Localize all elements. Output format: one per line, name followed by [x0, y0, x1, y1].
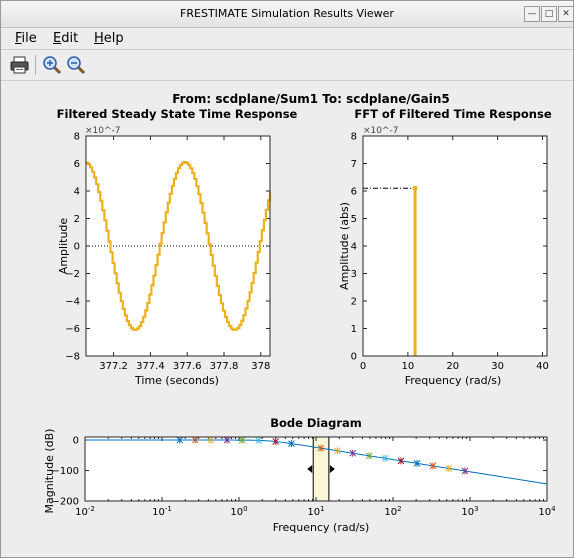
- y-tick-label: −8: [65, 352, 80, 363]
- y-tick-label: 6: [351, 187, 357, 198]
- plot-title: Filtered Steady State Time Response: [57, 107, 298, 121]
- y-tick-label: 0: [74, 242, 80, 253]
- estimate-marker: [413, 459, 421, 467]
- x-tick-label: 378: [251, 361, 270, 372]
- estimate-marker: [255, 436, 263, 444]
- minimize-button[interactable]: —: [524, 6, 540, 22]
- estimate-marker: [381, 454, 389, 462]
- y-tick-label: 4: [74, 187, 80, 198]
- estimate-marker: [176, 436, 184, 444]
- x-tick-label: 377.4: [136, 361, 165, 372]
- y-tick-label: 1: [351, 324, 357, 335]
- menu-file[interactable]: File: [15, 31, 37, 46]
- y-tick-label: −100: [52, 466, 79, 477]
- y-axis-label: Magnitude (dB): [43, 429, 56, 514]
- menu-bar: File Edit Help: [1, 28, 573, 49]
- estimate-marker: [429, 462, 437, 470]
- window-title: FRESTIMATE Simulation Results Viewer: [180, 7, 394, 20]
- x-tick-label: 377.8: [210, 361, 239, 372]
- y-tick-label: 6: [74, 159, 80, 170]
- x-tick-label: 377.6: [173, 361, 202, 372]
- y-tick-label: 2: [74, 214, 80, 225]
- y-tick-label: −4: [65, 297, 80, 308]
- estimate-marker: [223, 436, 231, 444]
- y-tick-label: 2: [351, 297, 357, 308]
- x-tick-label: 10: [402, 361, 415, 372]
- time-response-plot[interactable]: Filtered Steady State Time Response ×10^…: [57, 107, 298, 387]
- y-tick-label: 0: [351, 352, 357, 363]
- fft-stem-head: [412, 185, 418, 191]
- y-tick-label: −6: [65, 324, 80, 335]
- y-tick-label: 0: [73, 436, 79, 447]
- x-axis-label: Frequency (rad/s): [273, 521, 370, 534]
- estimate-marker: [349, 449, 357, 457]
- y-tick-label: −200: [52, 497, 79, 508]
- y-tick-label: 8: [351, 132, 357, 143]
- zoom-out-icon[interactable]: [65, 54, 87, 76]
- estimate-marker: [397, 457, 405, 465]
- zoom-in-icon[interactable]: [41, 54, 63, 76]
- figure-canvas: From: scdplane/Sum1 To: scdplane/Gain5 F…: [1, 81, 573, 551]
- estimate-marker: [334, 447, 341, 455]
- y-axis-label: Amplitude: [57, 218, 70, 275]
- y-tick-label: 3: [351, 269, 357, 280]
- x-tick-label: 0: [360, 361, 366, 372]
- bode-magnitude-curve: [85, 439, 548, 485]
- estimate-marker: [288, 440, 295, 448]
- estimate-marker: [207, 436, 215, 444]
- y-tick-label: 8: [74, 132, 80, 143]
- band-left-arrow-icon[interactable]: [307, 465, 313, 473]
- toolbar-separator: [35, 55, 36, 75]
- estimate-marker: [272, 438, 280, 446]
- toolbar: [1, 49, 573, 81]
- close-button[interactable]: ✕: [558, 6, 574, 22]
- maximize-button[interactable]: □: [541, 6, 557, 22]
- estimate-marker: [365, 452, 373, 460]
- plot-title: Bode Diagram: [270, 416, 362, 430]
- estimate-marker: [445, 464, 453, 472]
- estimate-marker: [191, 436, 199, 444]
- estimate-marker: [461, 467, 469, 475]
- y-tick-label: −2: [65, 269, 80, 280]
- signal-line: [86, 161, 272, 331]
- estimate-marker: [317, 444, 325, 452]
- estimate-marker: [238, 436, 246, 444]
- y-exponent: ×10^-7: [363, 126, 399, 136]
- menu-help[interactable]: Help: [94, 31, 124, 46]
- y-tick-label: 7: [351, 159, 357, 170]
- y-axis-label: Amplitude (abs): [338, 202, 351, 290]
- print-icon[interactable]: [9, 54, 31, 76]
- x-axis-label: Frequency (rad/s): [405, 374, 502, 387]
- x-tick-label: 20: [446, 361, 459, 372]
- menu-edit[interactable]: Edit: [53, 31, 79, 46]
- title-bar[interactable]: FRESTIMATE Simulation Results Viewer — □…: [1, 1, 574, 28]
- x-tick-label: 377.2: [99, 361, 128, 372]
- plot-title: FFT of Filtered Time Response: [354, 107, 551, 121]
- x-axis-label: Time (seconds): [134, 374, 219, 387]
- fft-plot[interactable]: FFT of Filtered Time Response ×10^-7 Fre…: [338, 107, 552, 387]
- y-tick-label: 4: [351, 242, 357, 253]
- x-tick-label: 30: [491, 361, 504, 372]
- band-right-arrow-icon[interactable]: [329, 465, 335, 473]
- x-tick-label: 40: [536, 361, 549, 372]
- y-tick-label: 5: [351, 214, 357, 225]
- figure-heading: From: scdplane/Sum1 To: scdplane/Gain5: [172, 92, 449, 106]
- y-exponent: ×10^-7: [85, 126, 121, 136]
